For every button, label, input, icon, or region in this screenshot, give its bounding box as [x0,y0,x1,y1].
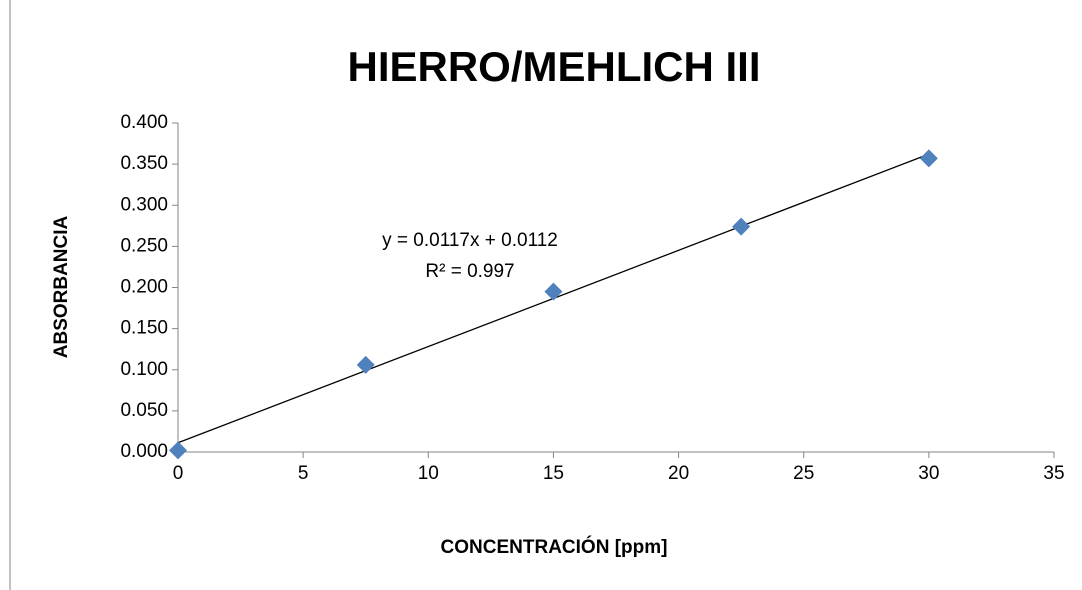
x-tick-label: 25 [793,463,814,484]
data-point [356,355,375,374]
y-tick-label: 0.250 [120,235,168,256]
x-tick-label: 5 [298,463,309,484]
y-tick-label: 0.150 [120,318,168,339]
y-tick-label: 0.050 [120,400,168,421]
y-tick-label: 0.400 [120,112,168,133]
y-tick-label: 0.350 [120,153,168,174]
data-point [919,149,938,168]
x-tick-label: 15 [543,463,564,484]
chart-border [9,0,11,590]
data-point [169,441,187,460]
y-tick-label: 0.100 [120,359,168,380]
x-axis-title: CONCENTRACIÓN [ppm] [441,536,668,558]
x-tick-label: 0 [173,463,184,484]
x-tick-label: 10 [418,463,439,484]
y-axis-title: ABSORBANCIA [51,215,72,358]
y-tick-label: 0.200 [120,277,168,298]
trendline-r2: R² = 0.997 [425,261,514,282]
data-point [544,282,563,301]
data-point [732,217,751,236]
x-tick-label: 20 [668,463,689,484]
chart-title: HIERRO/MEHLICH III [347,43,760,90]
y-tick-label: 0.300 [120,194,168,215]
y-tick-label: 0.000 [120,441,168,462]
x-tick-label: 30 [918,463,939,484]
trendline-equation: y = 0.0117x + 0.0112 [382,230,558,251]
x-tick-label: 35 [1043,463,1064,484]
